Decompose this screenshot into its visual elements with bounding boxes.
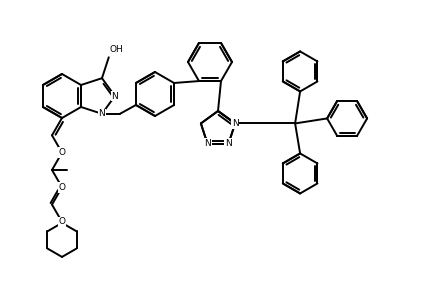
- Text: O: O: [58, 218, 65, 226]
- Text: O: O: [58, 148, 65, 157]
- Text: N: N: [225, 139, 232, 148]
- Text: OH: OH: [110, 45, 123, 54]
- Text: N: N: [112, 91, 118, 101]
- Text: N: N: [232, 119, 239, 128]
- Text: O: O: [58, 183, 65, 192]
- Text: N: N: [204, 139, 211, 148]
- Text: N: N: [99, 109, 105, 118]
